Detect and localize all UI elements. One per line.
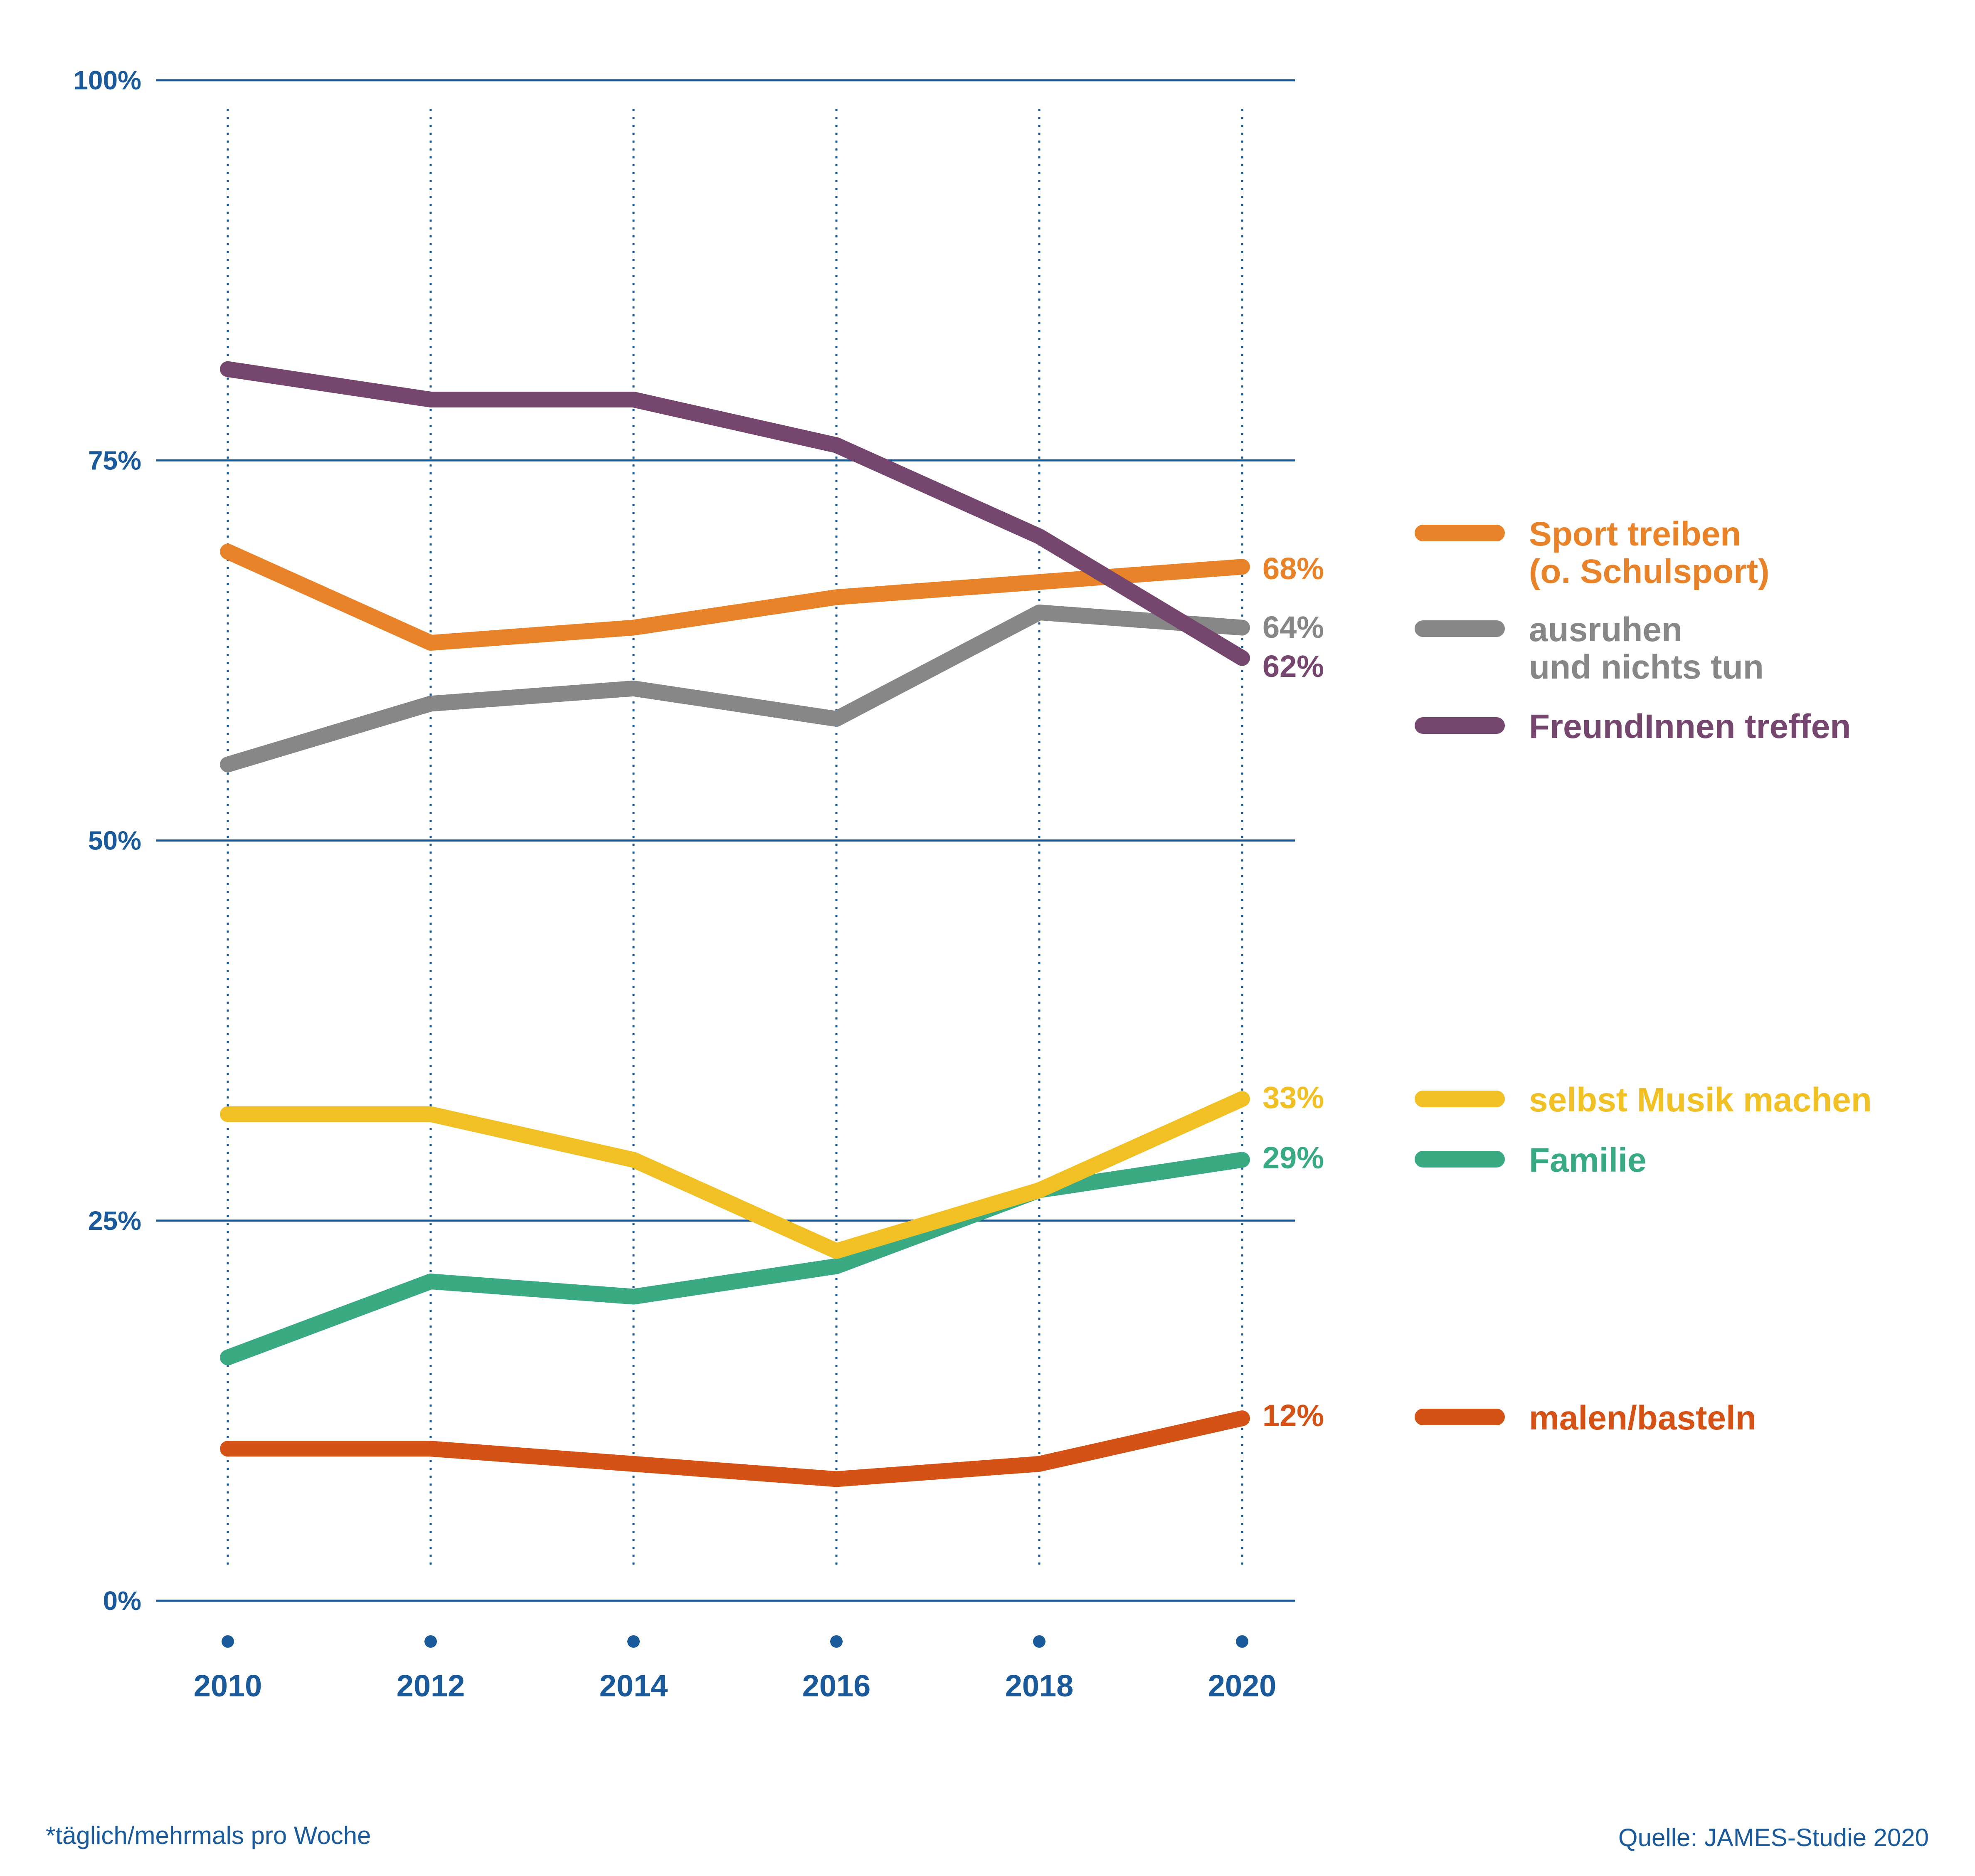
- end-label: 29%: [1262, 1140, 1324, 1175]
- y-tick-label: 100%: [73, 65, 141, 95]
- x-tick-dot: [424, 1635, 437, 1648]
- series-line-malen-basteln: [220, 1410, 1250, 1487]
- x-tick-dot: [830, 1635, 843, 1648]
- end-label: 33%: [1262, 1080, 1324, 1115]
- horizontal-gridlines: [156, 79, 1295, 1602]
- x-tick-label: 2014: [599, 1669, 668, 1703]
- x-tick-label: 2010: [194, 1669, 262, 1703]
- y-tick-label: 75%: [88, 445, 141, 475]
- x-tick-label: 2018: [1005, 1669, 1074, 1703]
- legend-label: Sport treiben: [1529, 515, 1741, 553]
- series-lines: [220, 361, 1250, 1487]
- x-tick-dot: [627, 1635, 640, 1648]
- footnote: *täglich/mehrmals pro Woche: [46, 1822, 371, 1849]
- end-label: 12%: [1262, 1398, 1324, 1433]
- x-tick-label: 2020: [1208, 1669, 1277, 1703]
- x-tick-label: 2012: [397, 1669, 465, 1703]
- legend-label: FreundInnen treffen: [1529, 708, 1851, 745]
- legend-label: malen/basteln: [1529, 1399, 1756, 1437]
- legend-label: selbst Musik machen: [1529, 1081, 1872, 1119]
- series-line-sport-treiben-o-schulsport-: [220, 543, 1250, 651]
- x-tick-dot: [222, 1635, 234, 1648]
- series-line-selbst-musik-machen: [220, 1091, 1250, 1259]
- legend-label: und nichts tun: [1529, 648, 1764, 686]
- y-tick-label: 50%: [88, 826, 141, 856]
- series-line-ausruhen-und-nichts-tun: [220, 604, 1250, 773]
- series-line-freundinnen-treffen: [220, 361, 1250, 666]
- y-tick-label: 0%: [103, 1586, 142, 1616]
- x-tick-label: 2016: [802, 1669, 871, 1703]
- y-tick-label: 25%: [88, 1206, 141, 1236]
- legend: Sport treiben(o. Schulsport) ausruhenund …: [1415, 515, 1872, 1437]
- series-line-familie: [220, 1152, 1250, 1365]
- source-note: Quelle: JAMES-Studie 2020: [1618, 1824, 1929, 1851]
- y-axis-ticks: 0% 25% 50% 75% 100%: [73, 65, 141, 1616]
- x-axis-ticks: 2010 2012 2014 2016 2018 2020: [194, 1635, 1277, 1703]
- legend-label: Familie: [1529, 1141, 1647, 1179]
- end-label: 64%: [1262, 610, 1324, 644]
- legend-label: (o. Schulsport): [1529, 553, 1770, 590]
- end-label: 62%: [1262, 649, 1324, 684]
- legend-label: ausruhen: [1529, 611, 1682, 649]
- x-tick-dot: [1236, 1635, 1248, 1648]
- x-tick-dot: [1033, 1635, 1045, 1648]
- end-value-labels: 68% 64% 62% 33% 29% 12%: [1262, 551, 1324, 1433]
- end-label: 68%: [1262, 551, 1324, 586]
- vertical-gridlines: [227, 109, 1243, 1570]
